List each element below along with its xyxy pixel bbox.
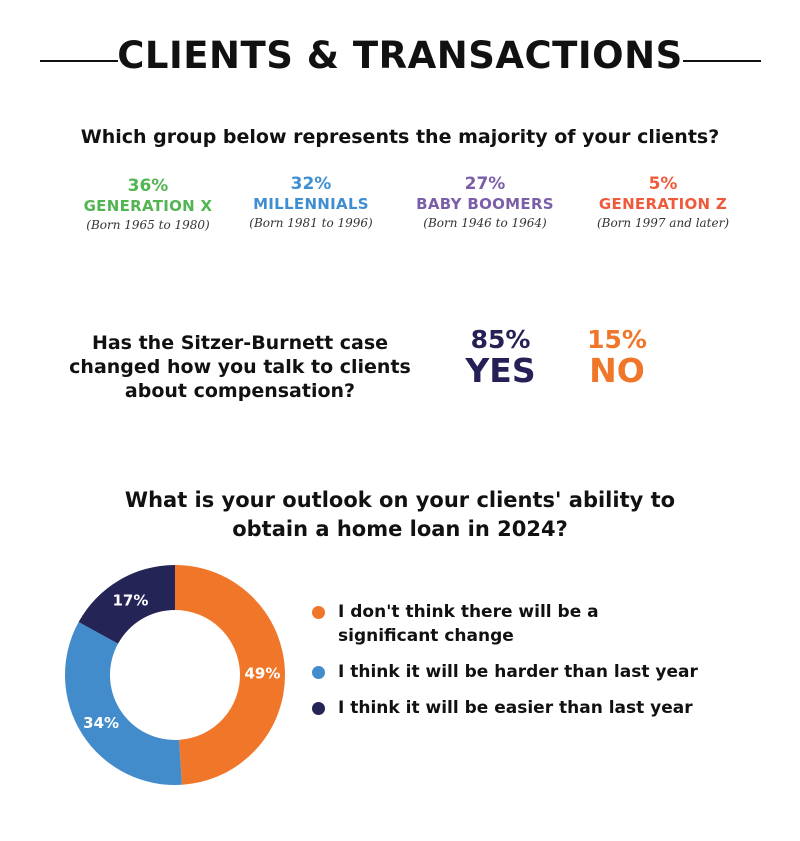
legend-label-harder: I think it will be harder than last year xyxy=(338,662,698,682)
yes-pct: 85% xyxy=(470,325,531,354)
baby-boomers-born: (Born 1946 to 1964) xyxy=(423,216,547,230)
legend-item-harder: I think it will be harder than last year xyxy=(312,660,772,684)
no-answer: 15% NO xyxy=(576,326,658,388)
donut-label-harder: 34% xyxy=(83,714,119,732)
donut-label-no-change: 49% xyxy=(245,664,281,682)
yes-answer: 85% YES xyxy=(458,326,543,388)
generation-z-pct: 5% xyxy=(648,174,678,194)
legend-dot-harder xyxy=(312,666,325,679)
outlook-donut-chart: 49% 34% 17% xyxy=(65,565,286,785)
sitzer-question-line-1: Has the Sitzer-Burnett case xyxy=(91,332,389,354)
legend-label-easier: I think it will be easier than last year xyxy=(338,698,693,718)
page-title: CLIENTS & TRANSACTIONS xyxy=(117,34,683,77)
sitzer-question-line-2: changed how you talk to clients xyxy=(69,356,411,378)
donut-slice-easier xyxy=(78,565,175,644)
baby-boomers-name: BABY BOOMERS xyxy=(416,195,554,213)
legend-label-no-change-line-2: significant change xyxy=(338,626,514,646)
title-rule-right xyxy=(683,60,761,62)
millennials-pct: 32% xyxy=(290,174,332,194)
outlook-question-line-2: obtain a home loan in 2024? xyxy=(232,517,568,541)
millennials-name: MILLENNIALS xyxy=(253,195,369,213)
donut-slice-no-change xyxy=(175,565,286,785)
no-pct: 15% xyxy=(587,325,647,354)
legend-item-easier: I think it will be easier than last year xyxy=(312,696,772,720)
outlook-question: What is your outlook on your clients' ab… xyxy=(0,486,800,544)
yes-label: YES xyxy=(465,351,536,390)
generation-z-born: (Born 1997 and later) xyxy=(596,216,730,230)
legend-item-no-change: I don't think there will be a significan… xyxy=(312,600,772,648)
generation-x-stat: 36% GENERATION X (Born 1965 to 1980) xyxy=(53,176,243,232)
legend-label-no-change-line-1: I don't think there will be a xyxy=(338,602,599,622)
title-rule-left xyxy=(40,60,118,62)
generation-x-born: (Born 1965 to 1980) xyxy=(86,218,210,232)
outlook-legend: I don't think there will be a significan… xyxy=(312,600,772,732)
millennials-born: (Born 1981 to 1996) xyxy=(249,216,373,230)
baby-boomers-pct: 27% xyxy=(464,174,506,194)
generation-x-name: GENERATION X xyxy=(83,197,213,215)
generation-z-stat: 5% GENERATION Z (Born 1997 and later) xyxy=(568,174,758,230)
generation-z-name: GENERATION Z xyxy=(598,195,728,213)
millennials-stat: 32% MILLENNIALS (Born 1981 to 1996) xyxy=(216,174,406,230)
sitzer-question: Has the Sitzer-Burnett case changed how … xyxy=(60,331,420,403)
legend-dot-easier xyxy=(312,702,325,715)
outlook-question-line-1: What is your outlook on your clients' ab… xyxy=(124,488,676,512)
sitzer-question-line-3: about compensation? xyxy=(124,380,356,402)
baby-boomers-stat: 27% BABY BOOMERS (Born 1946 to 1964) xyxy=(390,174,580,230)
donut-slice-harder xyxy=(65,622,182,785)
no-label: NO xyxy=(589,351,645,390)
legend-dot-no-change xyxy=(312,606,325,619)
donut-label-easier: 17% xyxy=(113,592,149,610)
generation-question: Which group below represents the majorit… xyxy=(80,126,720,148)
generation-x-pct: 36% xyxy=(127,176,169,196)
